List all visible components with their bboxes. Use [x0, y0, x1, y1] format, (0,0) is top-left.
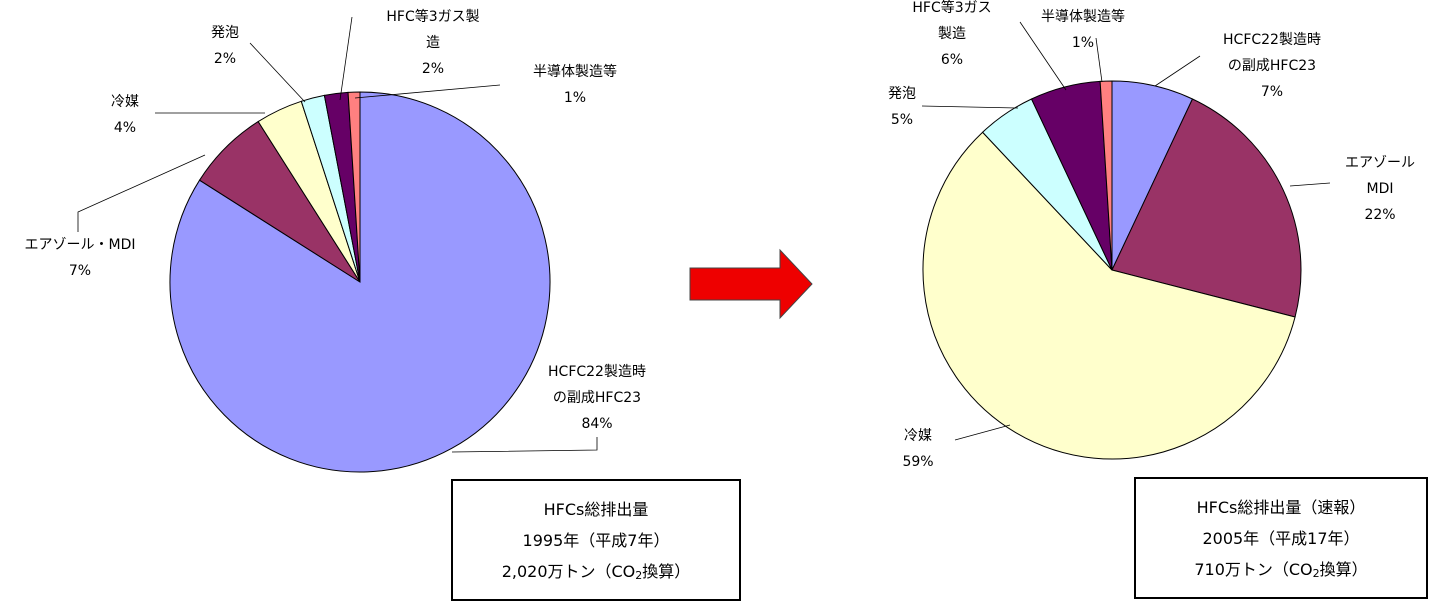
label-line: HCFC22製造時: [1223, 32, 1321, 48]
summary-box: HFCs総排出量（速報） 2005年（平成17年） 710万トン（CO2換算）: [1134, 477, 1428, 599]
slice-value-label: 6%: [941, 52, 963, 68]
slice-label: 半導体製造等: [1041, 8, 1125, 25]
summary-line: 2,020万トン（CO2換算）: [502, 562, 691, 583]
slice-label: 半導体製造等: [533, 63, 617, 80]
summary-text: 換算）: [1320, 560, 1368, 579]
pie-slice: [1111, 98, 1302, 318]
leader-line: [451, 437, 598, 453]
arrow: [689, 248, 813, 320]
pie-slice: [1099, 80, 1113, 271]
label-line: 半導体製造等: [1041, 8, 1125, 25]
box-frame: [1134, 477, 1428, 599]
pie-slice: [922, 131, 1296, 460]
summary-text: 710万トン（CO: [1194, 560, 1312, 579]
slice-value-label: 2%: [422, 61, 444, 77]
label-line: の副成HFC23: [553, 390, 641, 406]
slice-value-label: 22%: [1364, 207, 1395, 223]
summary-box: HFCs総排出量 1995年（平成7年） 2,020万トン（CO2換算）: [451, 479, 741, 601]
slice-label: HFC等3ガス製造: [912, 0, 991, 42]
summary-text: HFCs総排出量: [544, 500, 649, 519]
label-line: 発泡: [888, 86, 916, 102]
subscript: 2: [1313, 567, 1320, 580]
leader-line: [1019, 21, 1067, 91]
slice-value-label: 5%: [891, 112, 913, 128]
summary-line: HFCs総排出量（速報）: [1197, 498, 1366, 517]
box-frame: [451, 479, 741, 601]
slice-value-label: 1%: [564, 90, 586, 106]
label-line: 発泡: [211, 25, 239, 41]
label-line: エアゾール・MDI: [25, 237, 136, 253]
slice-label: エアゾール MDI: [1345, 155, 1415, 197]
slice-label: HFC等3ガス製造: [386, 8, 479, 51]
summary-line: HFCs総排出量: [544, 500, 649, 519]
slice-value-label: 2%: [214, 51, 236, 67]
slice-value-label: 7%: [1261, 84, 1283, 100]
label-line: 製造: [938, 26, 966, 42]
slice-value-label: 1%: [1072, 35, 1094, 51]
summary-text: 換算）: [642, 562, 690, 581]
leader-line: [77, 154, 206, 232]
slice-label: 発泡: [888, 86, 916, 102]
leader-line: [1154, 55, 1201, 87]
leader-line: [339, 16, 353, 101]
label-line: の副成HFC23: [1228, 58, 1316, 74]
label-line: 造: [426, 35, 440, 51]
leader-line: [1289, 182, 1331, 187]
slice-value-label: 84%: [581, 416, 612, 432]
slice-label: HCFC22製造時の副成HFC23: [1223, 32, 1321, 74]
label-line: エアゾール: [1345, 155, 1415, 171]
slice-label: 冷媒: [111, 94, 139, 110]
summary-text: 2,020万トン（CO: [502, 562, 636, 581]
leader-line: [354, 84, 501, 99]
label-line: 半導体製造等: [533, 63, 617, 80]
slice-label: 発泡: [211, 25, 239, 41]
summary-line: 2005年（平成17年）: [1202, 529, 1359, 548]
leader-line: [249, 42, 306, 103]
label-line: HCFC22製造時: [548, 364, 646, 380]
summary-text: 2005年（平成17年）: [1202, 529, 1359, 548]
leader-line: [954, 424, 1011, 441]
summary-line: 1995年（平成7年）: [523, 531, 670, 550]
label-line: HFC等3ガス: [912, 0, 991, 16]
label-line: MDI: [1367, 181, 1394, 197]
leader-line: [1095, 37, 1103, 83]
slice-label: 冷媒: [904, 428, 932, 444]
slice-value-label: 59%: [902, 454, 933, 470]
slice-value-label: 4%: [114, 120, 136, 136]
label-line: 冷媒: [111, 94, 139, 110]
leader-line: [921, 105, 1019, 109]
pie-slice: [347, 91, 361, 283]
slice-label: エアゾール・MDI: [25, 237, 136, 253]
label-line: HFC等3ガス製: [386, 8, 479, 25]
slice-value-label: 7%: [69, 263, 91, 279]
label-line: 冷媒: [904, 428, 932, 444]
slice-label: HCFC22製造時の副成HFC23: [548, 364, 646, 406]
summary-text: 1995年（平成7年）: [523, 531, 670, 550]
summary-line: 710万トン（CO2換算）: [1194, 560, 1367, 581]
summary-text: HFCs総排出量（速報）: [1197, 498, 1366, 517]
subscript: 2: [635, 569, 642, 582]
